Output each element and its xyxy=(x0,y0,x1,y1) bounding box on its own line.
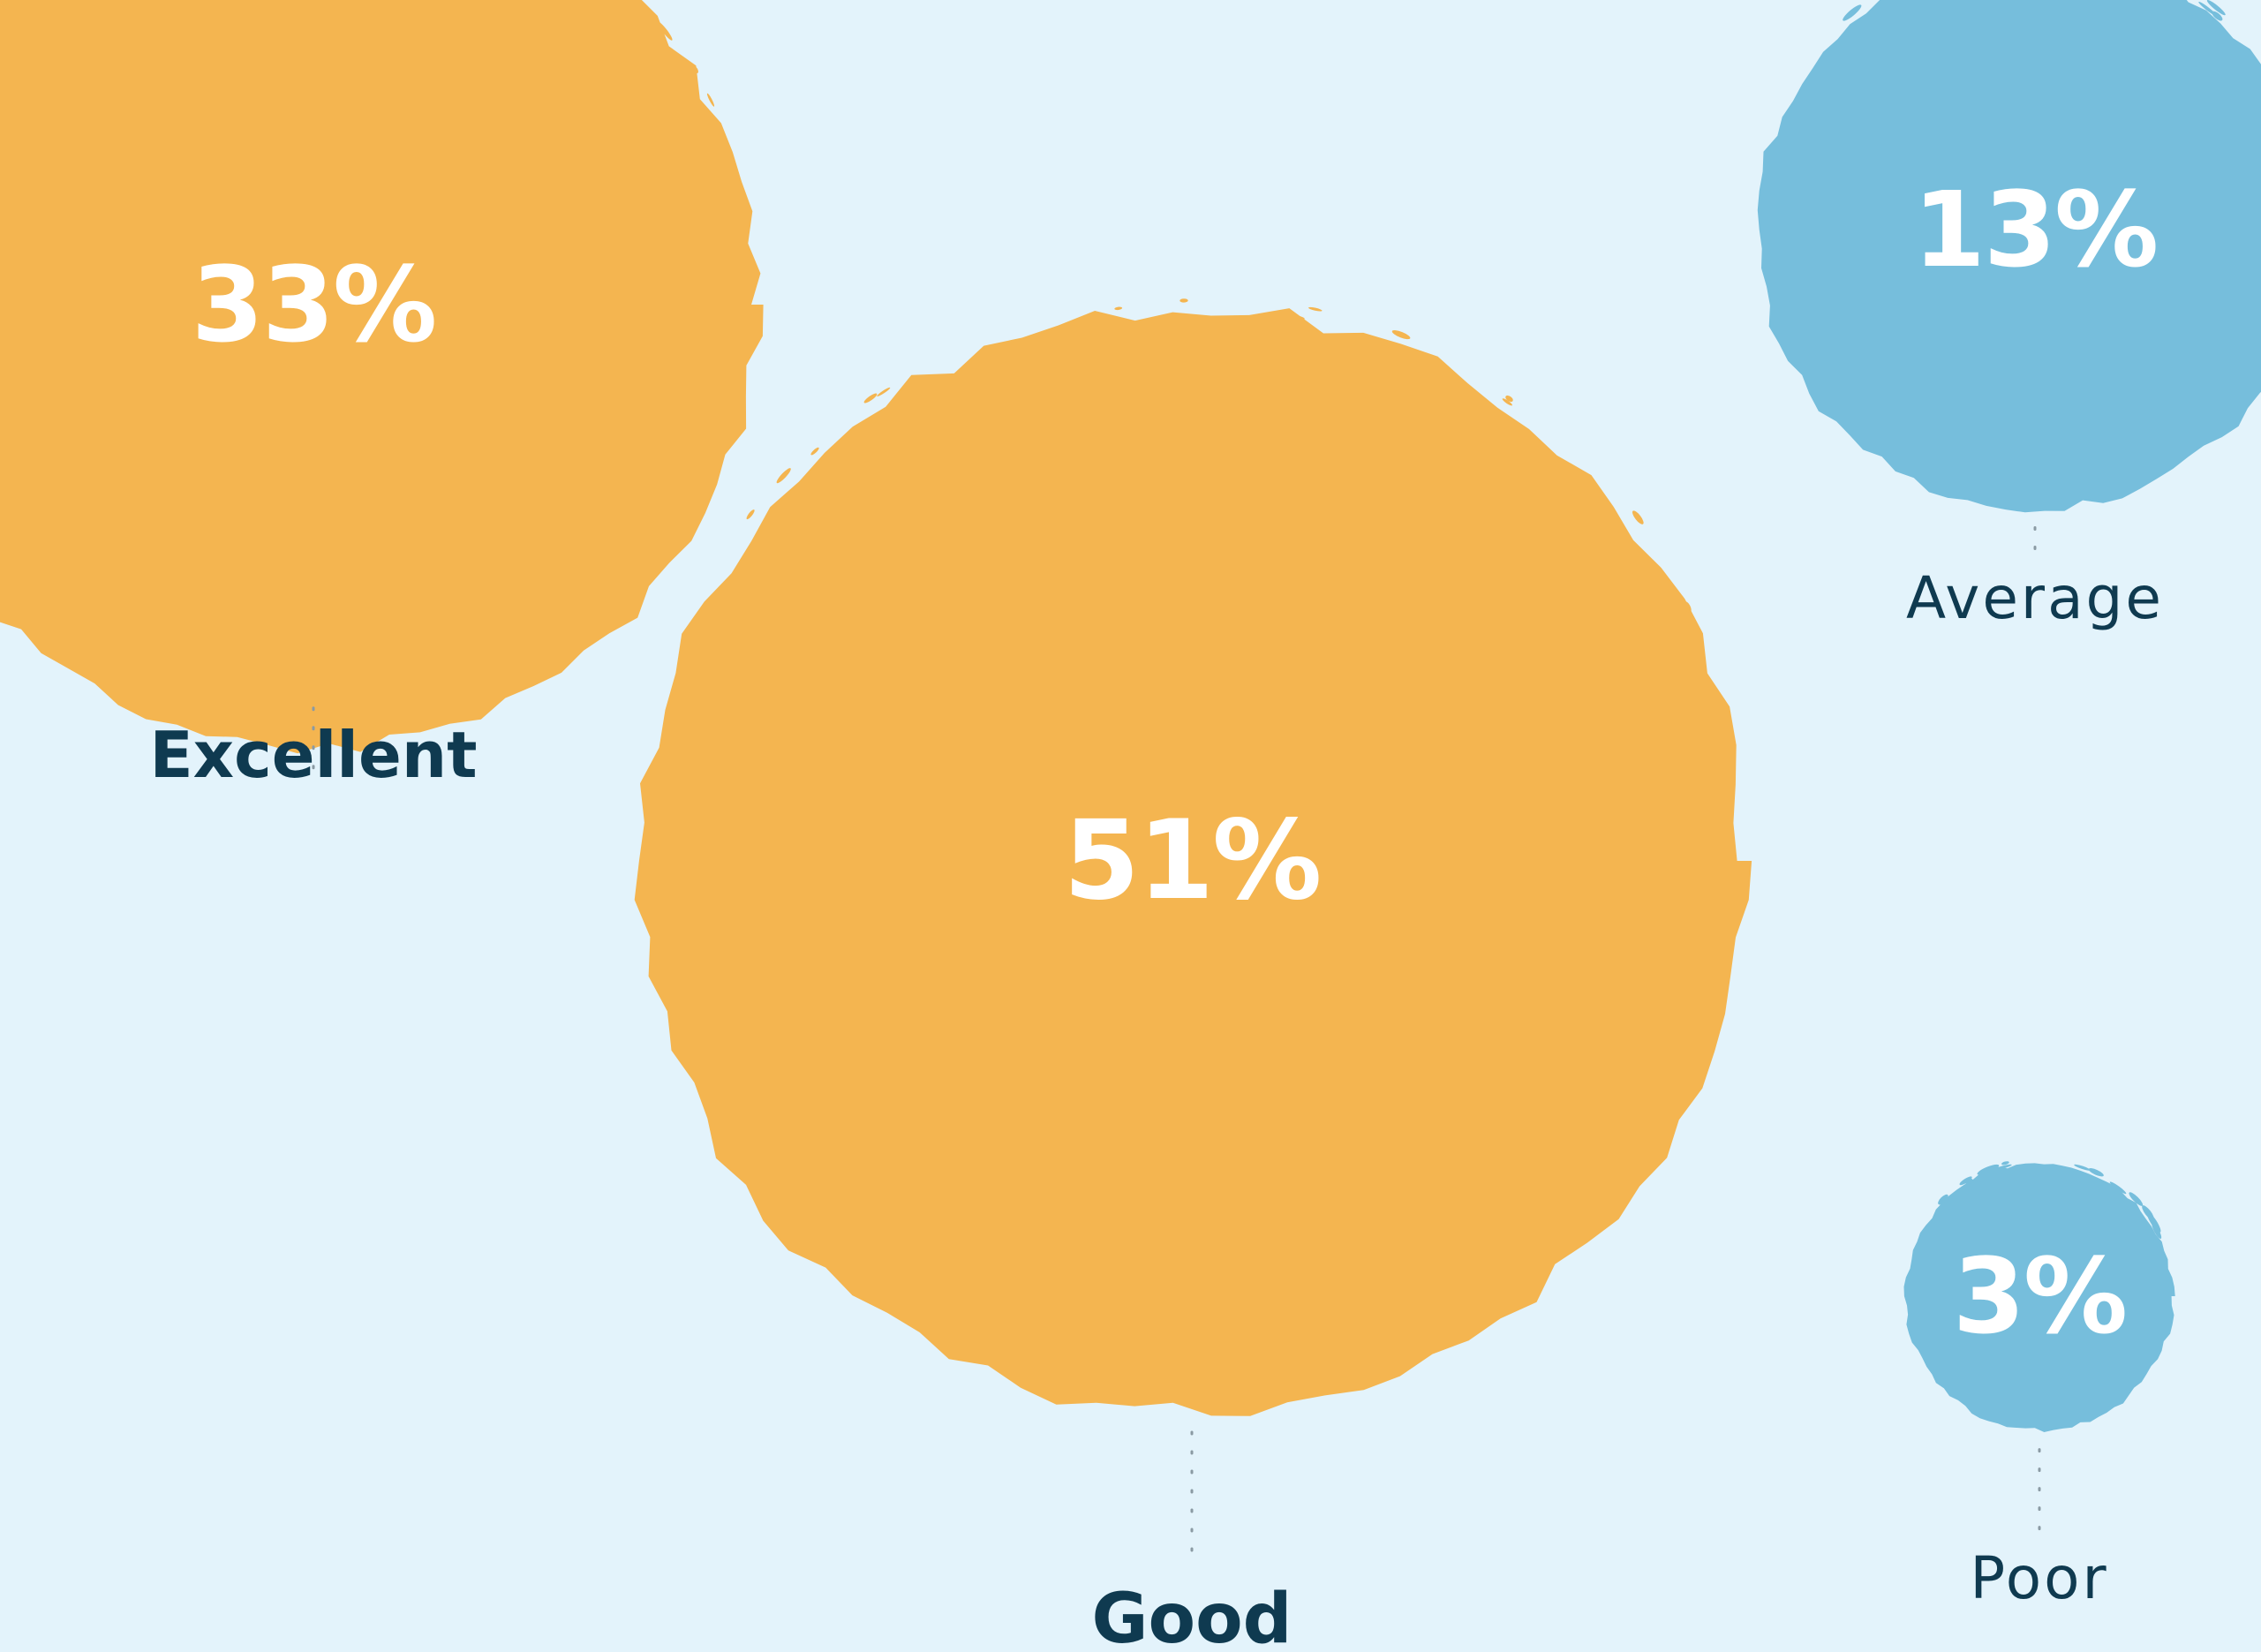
bubble-good xyxy=(634,308,1752,1416)
bubble-edge-speck xyxy=(810,447,819,456)
bubble-edge-speck xyxy=(1959,1176,1972,1186)
bubble-edge-speck xyxy=(1179,298,1188,303)
category-label-good: Good xyxy=(1091,1580,1292,1652)
bubble-edge-speck xyxy=(1290,314,1305,321)
bubble-edge-speck xyxy=(877,387,891,396)
value-label-average: 13% xyxy=(1913,169,2157,290)
bubble-edge-speck xyxy=(1391,330,1411,340)
bubble-edge-speck xyxy=(1632,510,1644,524)
bubble-edge-speck xyxy=(1683,601,1692,613)
bubble-edge-speck xyxy=(2088,1168,2104,1177)
bubble-edge-speck xyxy=(1114,306,1123,311)
category-label-poor: Poor xyxy=(1970,1544,2108,1612)
category-label-average: Average xyxy=(1906,564,2164,632)
bubble-edge-speck xyxy=(1502,398,1512,406)
bubble-edge-speck xyxy=(776,468,791,484)
category-label-excellent: Excellent xyxy=(149,718,477,792)
bubble-edge-speck xyxy=(2142,1205,2154,1220)
bubble-edge-speck xyxy=(2109,1181,2127,1195)
bubble-edge-speck xyxy=(1308,306,1323,312)
bubble-average xyxy=(1757,0,2261,513)
bubble-group-poor: 3% Poor xyxy=(1903,1161,2175,1612)
bubble-group-average: 13% Average xyxy=(1757,0,2261,632)
bubble-edge-speck xyxy=(706,93,715,107)
bubble-edge-speck xyxy=(1505,395,1513,403)
bubble-edge-speck xyxy=(746,509,755,520)
bubble-excellent xyxy=(0,0,764,754)
bubble-edge-speck xyxy=(863,393,878,404)
bubble-edge-speck xyxy=(1993,1164,2012,1171)
bubble-edge-speck xyxy=(1843,4,1862,21)
bubble-edge-speck xyxy=(692,65,698,74)
bubble-edge-speck xyxy=(657,21,673,41)
value-label-excellent: 33% xyxy=(192,244,435,366)
bubble-poor xyxy=(1903,1163,2175,1432)
bubble-edge-speck xyxy=(2074,1164,2091,1171)
bubble-edge-speck xyxy=(2001,1161,2009,1165)
bubble-edge-speck xyxy=(2198,1,2217,17)
value-label-poor: 3% xyxy=(1953,1235,2126,1357)
bubble-group-good: 51% Good xyxy=(634,298,1752,1652)
value-label-good: 51% xyxy=(1064,797,1321,924)
bubble-edge-speck xyxy=(1977,1164,2000,1175)
bubble-group-excellent: 33% Excellent xyxy=(0,0,764,792)
bubble-edge-speck xyxy=(1938,1194,1948,1205)
bubble-edge-speck xyxy=(2206,0,2226,16)
bubble-edge-speck xyxy=(2129,1192,2144,1206)
